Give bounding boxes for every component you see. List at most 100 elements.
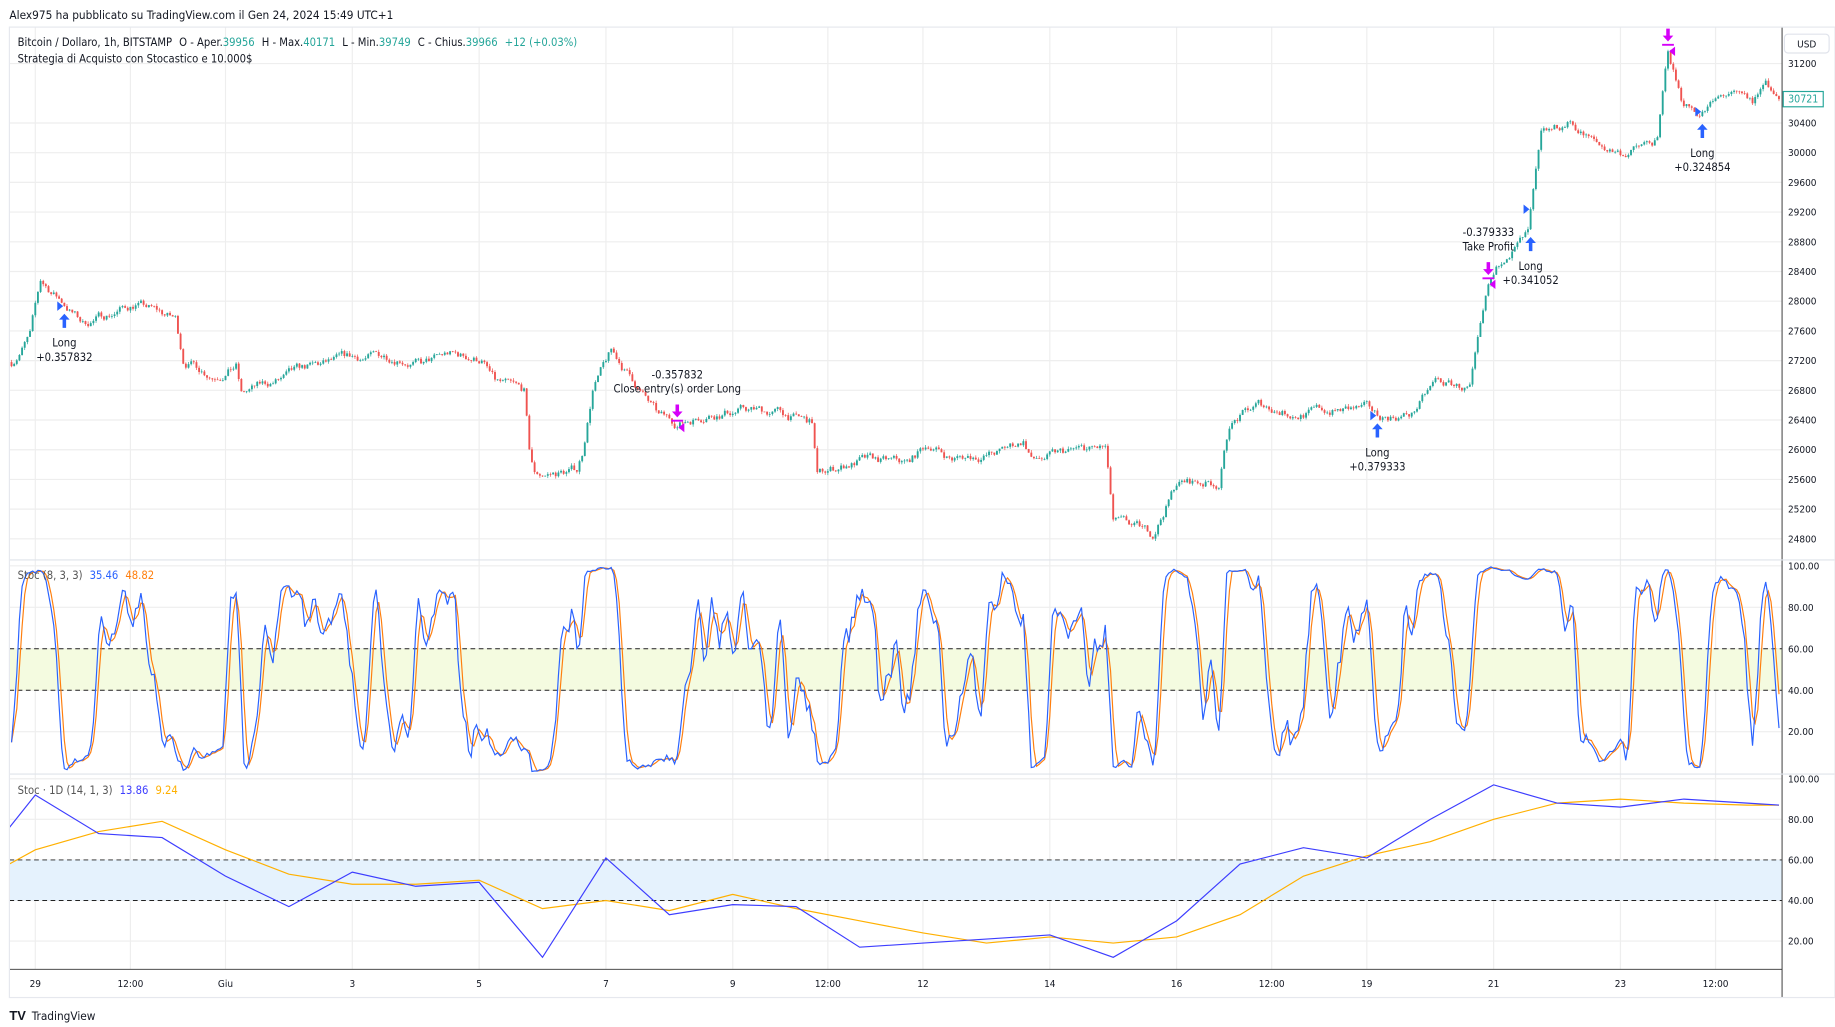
candle-body [819, 468, 821, 473]
candle-body [1482, 310, 1485, 323]
candle-body [805, 416, 808, 423]
candle-body [1754, 97, 1757, 104]
candle-body [1521, 237, 1524, 238]
candle-body [1434, 378, 1437, 383]
candle-body [1648, 141, 1651, 143]
currency-button[interactable]: USD [1783, 33, 1830, 54]
candle-body [1001, 446, 1004, 449]
stoch-tick: 40.00 [1788, 686, 1814, 697]
candle-body [155, 306, 158, 310]
candle-body [68, 309, 71, 311]
candle-body [800, 416, 803, 417]
candle-body [515, 381, 518, 383]
tradingview-logo[interactable]: TV TradingView [9, 1008, 95, 1023]
candle-body [1767, 80, 1770, 88]
candle-body [916, 451, 919, 458]
candle-body [1511, 251, 1514, 259]
candle-body [414, 358, 417, 363]
candle-body [742, 405, 745, 408]
candle-body [911, 455, 914, 463]
exit-arrow-icon [1482, 262, 1495, 280]
stoch2-d-value: 9.24 [155, 784, 177, 797]
candle-body [472, 357, 475, 361]
candle-body [937, 447, 940, 450]
candle-body [1162, 517, 1165, 520]
candle-body [1645, 141, 1648, 143]
candle-body [1350, 407, 1352, 410]
candle-body [10, 362, 13, 367]
candle-body [1096, 446, 1099, 449]
candle-body [620, 362, 623, 371]
candle-body [1318, 404, 1321, 408]
candle-body [1653, 140, 1656, 146]
candle-body [869, 453, 872, 455]
candle-body [697, 418, 700, 421]
candle-body [1413, 411, 1416, 413]
stoch2-title[interactable]: Stoc · 1D (14, 1, 3) [18, 784, 113, 797]
candle-body [441, 353, 444, 355]
candle-body [438, 353, 441, 355]
candle-body [229, 369, 232, 371]
candle-body [898, 458, 901, 463]
candle-body [840, 465, 843, 470]
candle-body [525, 388, 528, 416]
candle-body [1136, 521, 1138, 523]
candle-body [1762, 85, 1765, 90]
stoch1-legend: Stoc (8, 3, 3) 35.46 48.82 [18, 569, 154, 582]
price-tick: 26800 [1788, 386, 1817, 397]
candle-body [1252, 406, 1255, 410]
symbol-name[interactable]: Bitcoin / Dollaro, 1h, BITSTAMP [18, 36, 172, 49]
stoch1-title[interactable]: Stoc (8, 3, 3) [18, 569, 83, 582]
candle-body [1725, 95, 1728, 97]
stoch2-axis[interactable]: 100.00 80.00 60.00 40.00 20.00 [1788, 774, 1820, 947]
signal-value: +0.379333 [1349, 460, 1405, 473]
candle-body [1186, 478, 1189, 483]
candle-body [1106, 445, 1109, 468]
candle-body [1569, 121, 1572, 123]
candle-body [1212, 484, 1215, 487]
candle-body [1022, 441, 1025, 446]
candle-body [435, 354, 438, 355]
candle-body [1733, 90, 1735, 92]
stoch-tick: 20.00 [1788, 727, 1814, 738]
candle-body [116, 311, 119, 315]
candle-body [60, 298, 63, 303]
candle-body [200, 371, 203, 373]
candle-body [1014, 445, 1017, 447]
candle-body [858, 457, 861, 461]
candle-body [1355, 406, 1358, 409]
candle-body [1178, 481, 1181, 486]
candle-body [1505, 259, 1508, 263]
candle-body [1627, 154, 1630, 158]
price-axis[interactable]: 31200 30400 30000 29600 29200 28800 28400 28000… [1788, 59, 1817, 545]
candle-body [1294, 417, 1297, 418]
candle-body [1051, 449, 1054, 452]
candle-body [467, 359, 470, 361]
candle-body [95, 316, 97, 321]
candle-body [813, 423, 816, 449]
candle-body [1159, 519, 1162, 526]
candle-body [1025, 441, 1027, 450]
candle-body [1727, 94, 1730, 96]
candle-body [1030, 452, 1033, 457]
candle-body [1630, 149, 1632, 155]
candle-body [824, 471, 827, 473]
stoch1-axis[interactable]: 100.00 80.00 60.00 40.00 20.00 [1788, 561, 1820, 738]
candle-body [739, 405, 742, 409]
candle-body [1730, 91, 1733, 95]
candle-body [903, 460, 906, 462]
candle-body [568, 469, 570, 473]
strategy-name[interactable]: Strategia di Acquisto con Stocastico e 1… [18, 52, 253, 65]
candle-body [660, 411, 663, 414]
low-value: 39749 [379, 36, 411, 49]
candle-body [1128, 520, 1130, 525]
published-header: Alex975 ha pubblicato su TradingView.com… [9, 8, 393, 22]
time-axis[interactable]: 29 12:00 Giu 3 5 7 9 12:00 12 14 16 12:00 19 21 23 12:0… [30, 979, 1729, 990]
candle-body [406, 365, 409, 367]
candle-body [1180, 480, 1183, 482]
candle-body [1397, 418, 1400, 421]
candle-body [391, 361, 393, 363]
candle-body [449, 351, 452, 355]
candle-body [356, 356, 359, 361]
